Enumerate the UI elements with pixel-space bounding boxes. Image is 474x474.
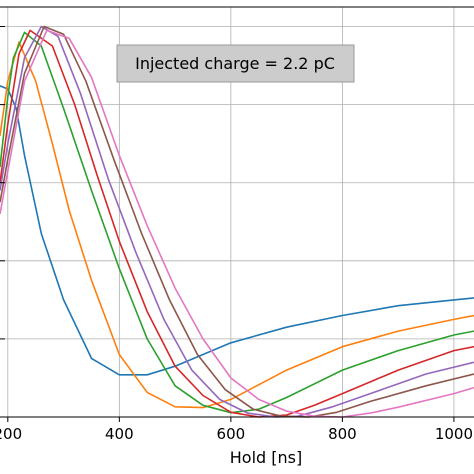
x-tick-label: 400 [105,425,134,443]
x-axis-ticks: 200 400 600 800 1000 [0,26,473,443]
series-line-6 [0,25,474,418]
x-axis-label: Hold [ns] [230,448,302,467]
series-line-3 [0,31,474,414]
plot-frame [0,6,474,418]
x-tick-label: 200 [0,425,22,443]
series-line-1 [0,85,474,376]
x-tick-label: 1000 [435,425,473,443]
annotation-text: Injected charge = 2.2 pC [135,54,335,73]
series-line-7 [0,29,474,418]
annotation-box: Injected charge = 2.2 pC [116,44,355,83]
x-tick-label: 800 [328,425,357,443]
x-tick-label: 600 [217,425,246,443]
series-lines [0,25,474,418]
series-line-5 [0,25,474,418]
series-line-4 [0,29,474,418]
